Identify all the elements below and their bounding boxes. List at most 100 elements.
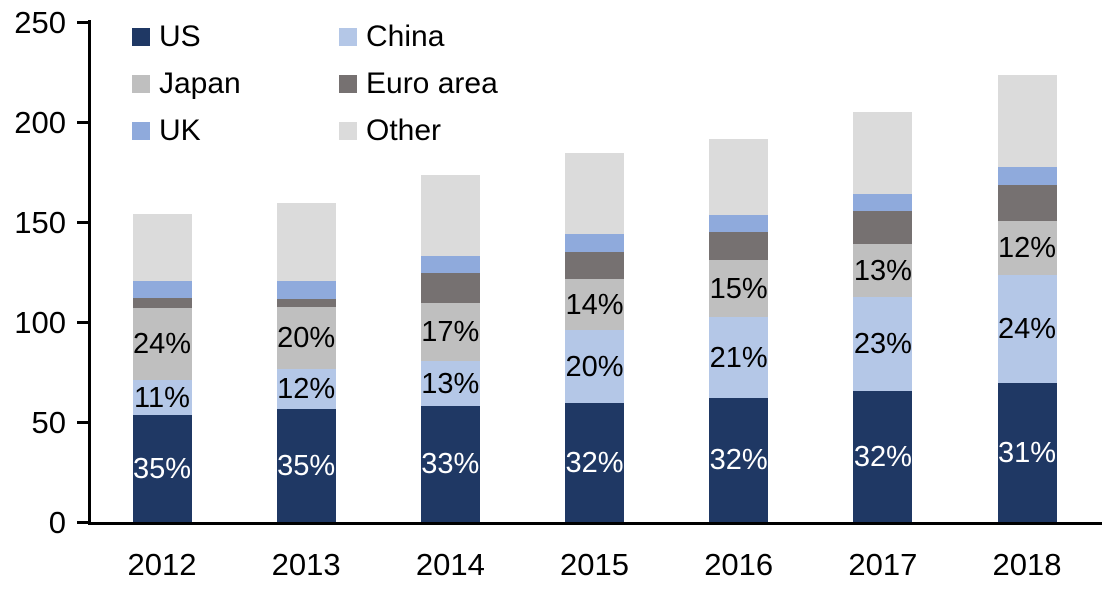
bar-segment-us-2018 xyxy=(997,383,1057,522)
bar-segment-japan-2015 xyxy=(565,279,624,330)
legend-swatch-japan xyxy=(132,75,150,93)
segment-label-japan-2012: 24% xyxy=(132,328,192,360)
segment-label-china-2015: 20% xyxy=(565,350,624,383)
bar-segment-us-2012 xyxy=(132,415,192,522)
segment-label-us-2014: 33% xyxy=(421,448,480,480)
legend-item-euro-area: Euro area xyxy=(339,67,498,101)
bar-segment-euro-area-2013 xyxy=(276,299,336,307)
segment-label-china-2018: 24% xyxy=(997,313,1057,345)
y-axis-line xyxy=(88,20,91,525)
legend-label-euro-area: Euro area xyxy=(366,67,498,100)
y-axis-tick-label: 0 xyxy=(48,505,66,540)
y-axis-tick-label: 150 xyxy=(14,205,66,240)
segment-label-china-2013: 12% xyxy=(277,373,336,405)
legend-label-china: China xyxy=(366,20,445,53)
x-axis-label-2018: 2018 xyxy=(992,547,1062,582)
bar-segment-euro-area-2018 xyxy=(997,185,1057,221)
bar-segment-japan-2017 xyxy=(853,244,913,297)
bar-segment-japan-2012 xyxy=(132,308,192,380)
bar-segment-uk-2012 xyxy=(132,281,192,298)
bar-segment-china-2012 xyxy=(132,380,192,415)
bar-segment-us-2013 xyxy=(276,409,336,522)
bar-segment-other-2018 xyxy=(997,75,1057,167)
bar-segment-euro-area-2017 xyxy=(853,211,913,244)
legend-item-japan: Japan xyxy=(132,67,339,101)
x-axis-label-2013: 2013 xyxy=(271,547,341,582)
y-axis-tick-label: 50 xyxy=(31,405,66,440)
legend-swatch-uk xyxy=(132,122,150,140)
bar-segment-japan-2014 xyxy=(420,303,480,361)
legend-swatch-other xyxy=(339,122,357,140)
bar-segment-us-2014 xyxy=(420,406,480,522)
bar-segment-euro-area-2016 xyxy=(709,232,769,260)
segment-label-japan-2016: 15% xyxy=(709,272,768,305)
legend-label-japan: Japan xyxy=(159,67,241,100)
bar-segment-japan-2013 xyxy=(276,307,336,369)
segment-label-china-2016: 21% xyxy=(709,341,768,374)
segment-label-japan-2013: 20% xyxy=(277,322,336,354)
segment-label-japan-2018: 12% xyxy=(997,232,1057,264)
legend-label-uk: UK xyxy=(159,114,201,147)
x-axis-label-2017: 2017 xyxy=(848,547,918,582)
bar-segment-us-2017 xyxy=(853,391,913,522)
segment-label-us-2016: 32% xyxy=(709,444,768,476)
segment-label-china-2014: 13% xyxy=(421,367,480,400)
bar-segment-china-2014 xyxy=(420,361,480,406)
x-axis-label-2012: 2012 xyxy=(127,547,197,582)
x-axis-label-2016: 2016 xyxy=(704,547,774,582)
segment-label-us-2017: 32% xyxy=(853,440,912,473)
legend-swatch-us xyxy=(132,28,150,46)
legend-label-other: Other xyxy=(366,114,442,147)
segment-label-us-2013: 35% xyxy=(277,449,336,482)
chart-legend: US China Japan Euro area UK Other xyxy=(132,20,498,148)
segment-label-us-2018: 31% xyxy=(997,436,1057,469)
y-axis-tick-label: 250 xyxy=(14,5,66,40)
y-axis-tick xyxy=(77,321,88,324)
legend-item-us: US xyxy=(132,20,339,54)
segment-label-japan-2014: 17% xyxy=(421,316,480,348)
bar-segment-us-2016 xyxy=(709,398,769,522)
legend-item-uk: UK xyxy=(132,114,339,148)
bar-segment-us-2015 xyxy=(565,403,624,522)
bar-segment-uk-2015 xyxy=(565,234,624,252)
bar-segment-other-2013 xyxy=(276,203,336,281)
legend-item-china: China xyxy=(339,20,498,54)
bar-segment-uk-2017 xyxy=(853,194,913,211)
y-axis-tick xyxy=(77,121,88,124)
legend-swatch-china xyxy=(339,28,357,46)
y-axis-tick xyxy=(77,421,88,424)
bar-segment-euro-area-2015 xyxy=(565,252,624,279)
bar-segment-euro-area-2014 xyxy=(420,273,480,303)
bar-segment-other-2016 xyxy=(709,139,769,215)
bar-segment-china-2013 xyxy=(276,369,336,409)
bar-segment-uk-2018 xyxy=(997,167,1057,185)
legend-swatch-euro-area xyxy=(339,75,357,93)
y-axis-tick-label: 100 xyxy=(14,305,66,340)
bar-segment-japan-2018 xyxy=(997,221,1057,275)
bar-segment-euro-area-2012 xyxy=(132,298,192,308)
segment-label-china-2017: 23% xyxy=(853,328,912,360)
bar-segment-uk-2016 xyxy=(709,215,769,232)
segment-label-china-2012: 11% xyxy=(134,381,190,414)
x-axis-label-2015: 2015 xyxy=(560,547,629,582)
x-axis-line xyxy=(88,522,1102,525)
y-axis-tick-label: 200 xyxy=(14,105,66,140)
bar-segment-other-2014 xyxy=(420,175,480,256)
segment-label-us-2015: 32% xyxy=(565,446,624,479)
bar-segment-uk-2014 xyxy=(420,256,480,273)
y-axis-tick xyxy=(77,221,88,224)
legend-label-us: US xyxy=(159,20,201,53)
y-axis-tick xyxy=(77,21,88,24)
bar-segment-china-2018 xyxy=(997,275,1057,383)
legend-item-other: Other xyxy=(339,114,498,148)
y-axis-tick xyxy=(77,521,88,524)
segment-label-us-2012: 35% xyxy=(132,452,192,485)
segment-label-japan-2017: 13% xyxy=(853,254,912,287)
bar-segment-china-2017 xyxy=(853,297,913,391)
bar-segment-uk-2013 xyxy=(276,281,336,299)
bar-segment-other-2012 xyxy=(132,214,192,281)
bar-segment-other-2015 xyxy=(565,153,624,234)
bar-segment-china-2015 xyxy=(565,330,624,403)
x-axis-label-2014: 2014 xyxy=(415,547,485,582)
